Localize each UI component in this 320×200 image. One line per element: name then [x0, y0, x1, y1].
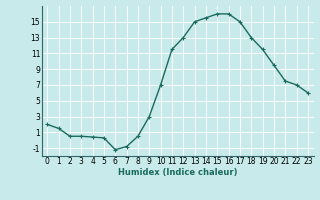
X-axis label: Humidex (Indice chaleur): Humidex (Indice chaleur) [118, 168, 237, 177]
